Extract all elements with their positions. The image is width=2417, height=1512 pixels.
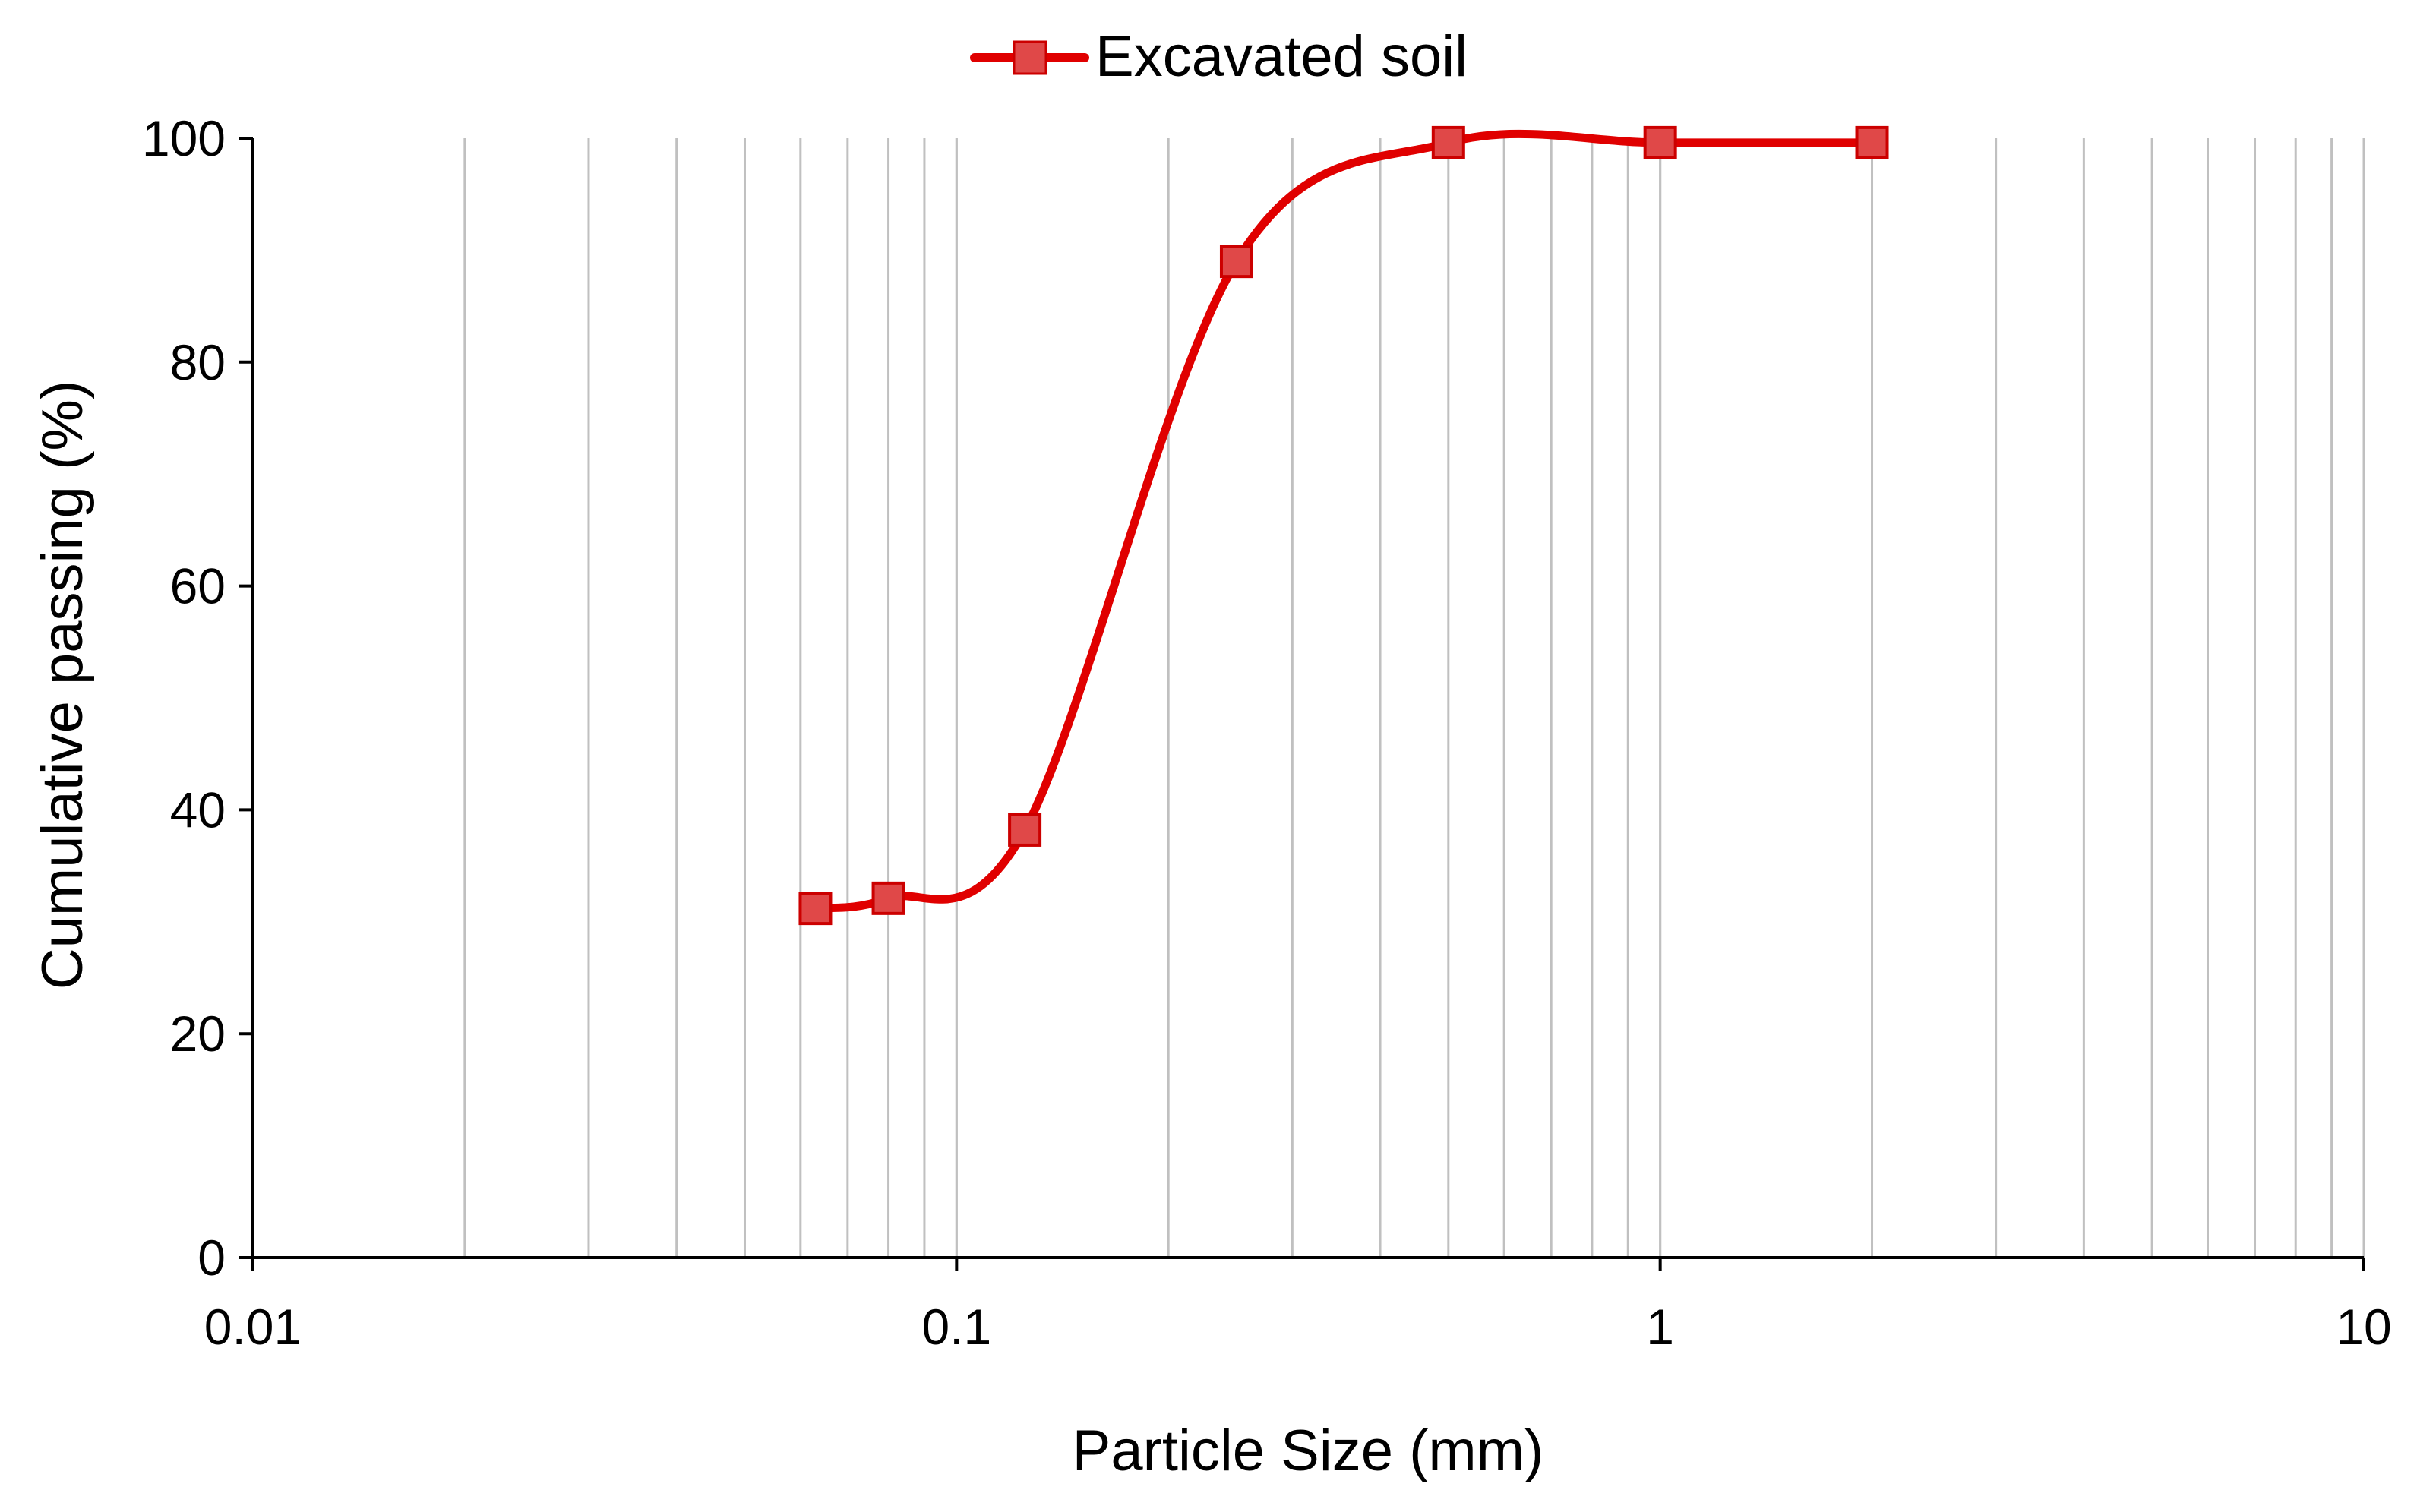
x-tick-label: 0.01 — [204, 1299, 302, 1355]
series-layer — [798, 125, 1889, 926]
data-point-marker — [871, 881, 905, 915]
grid-layer — [463, 138, 2365, 1258]
legend-label: Excavated soil — [1095, 24, 1468, 89]
axes-layer — [251, 138, 2364, 1259]
y-tick-label: 100 — [142, 110, 226, 166]
y-axis-title: Cumulative passing (%) — [30, 380, 95, 990]
data-point-marker — [1219, 245, 1253, 279]
legend-marker-swatch — [1013, 40, 1047, 75]
x-tick-label: 0.1 — [921, 1299, 991, 1355]
y-tick-label: 40 — [170, 781, 226, 838]
y-tick-label: 60 — [170, 558, 226, 614]
y-tick-label: 80 — [170, 334, 226, 390]
data-point-marker — [1431, 125, 1465, 159]
legend: Excavated soil — [970, 24, 1468, 89]
x-tick-label: 10 — [2336, 1299, 2391, 1355]
ticks-layer: 0 20 40 60 80 100 0.01 0.1 1 10 — [142, 110, 2392, 1355]
y-tick-label: 0 — [197, 1229, 226, 1286]
series-line-excavated-soil — [810, 129, 1877, 913]
data-point-marker — [1008, 813, 1042, 847]
y-tick-label: 20 — [170, 1005, 226, 1062]
data-point-marker — [1855, 125, 1889, 159]
data-point-marker — [1643, 125, 1677, 159]
data-point-marker — [798, 892, 833, 926]
x-axis-title: Particle Size (mm) — [1073, 1419, 1544, 1483]
x-tick-label: 1 — [1646, 1299, 1674, 1355]
